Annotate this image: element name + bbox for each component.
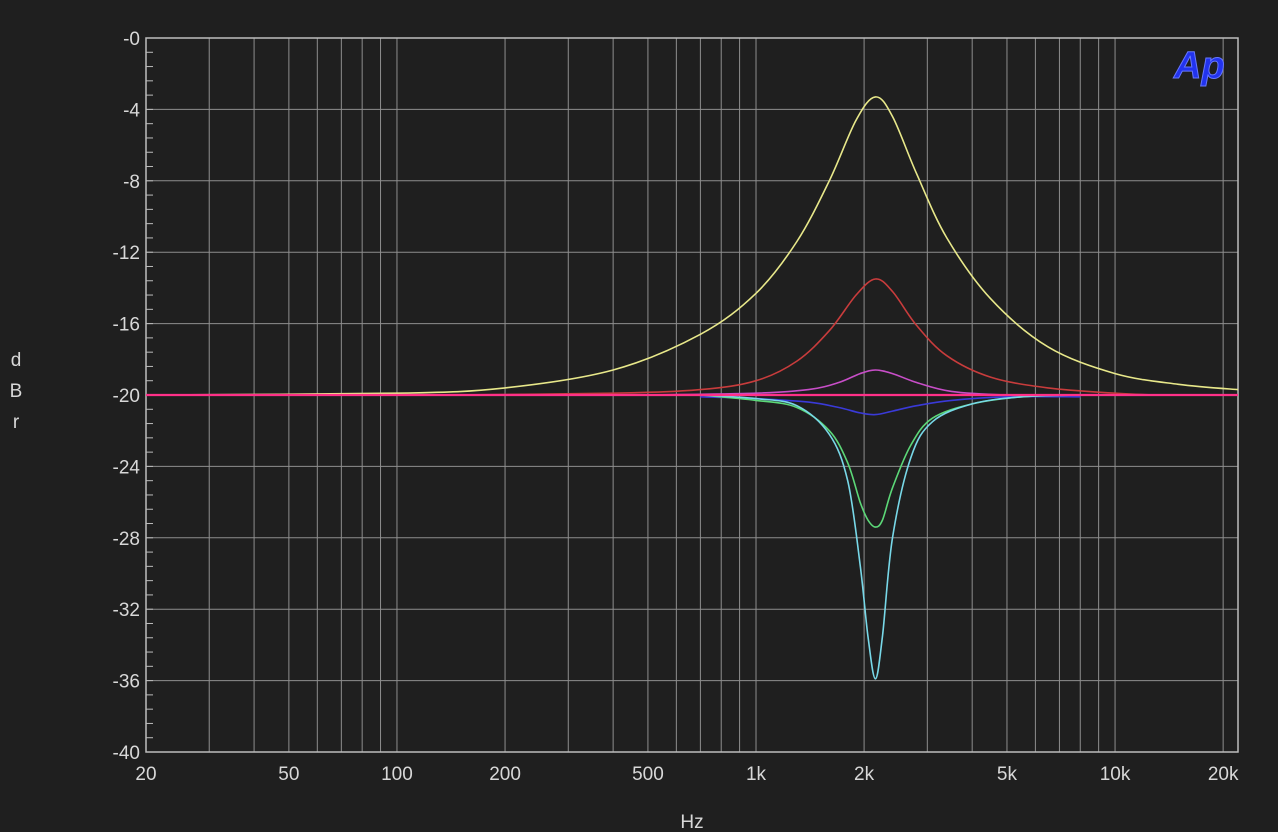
series-line-3 bbox=[647, 369, 1060, 397]
y-tick-label: -0 bbox=[123, 29, 140, 50]
y-tick-label: -40 bbox=[113, 743, 140, 764]
x-tick-label: 2k bbox=[854, 764, 875, 785]
x-tick-label: 1k bbox=[746, 764, 767, 785]
ap-logo: Ap bbox=[1173, 45, 1225, 87]
series-line-4 bbox=[700, 395, 1081, 416]
x-tick-label: 5k bbox=[997, 764, 1018, 785]
y-tick-labels: -0 -4 -8 -12 -16 -20 -24 -28 -32 -36 -40 bbox=[113, 29, 141, 764]
x-tick-labels: 20 50 100 200 500 1k 2k 5k 10k 20k bbox=[135, 764, 1239, 785]
x-tick-label: 20 bbox=[135, 764, 156, 785]
series-layer bbox=[145, 96, 1239, 680]
y-axis-label-char: d bbox=[11, 350, 22, 371]
series-line-6 bbox=[700, 394, 1081, 680]
series-line-1 bbox=[145, 96, 1239, 396]
x-tick-label: 20k bbox=[1208, 764, 1239, 785]
y-tick-label: -4 bbox=[123, 100, 140, 121]
x-axis-label: Hz bbox=[680, 812, 703, 832]
y-tick-label: -12 bbox=[113, 243, 140, 264]
svg-text:dBr: dBr bbox=[10, 350, 23, 433]
y-tick-label: -36 bbox=[113, 672, 140, 693]
y-minor-ticks bbox=[146, 37, 153, 753]
x-tick-label: 50 bbox=[278, 764, 299, 785]
y-axis-label-char: r bbox=[13, 412, 20, 433]
y-tick-label: -24 bbox=[113, 457, 141, 478]
y-tick-label: -28 bbox=[113, 529, 140, 550]
y-tick-label: -16 bbox=[113, 315, 140, 336]
y-axis-label-char: B bbox=[10, 381, 23, 402]
x-tick-label: 10k bbox=[1100, 764, 1131, 785]
x-tick-label: 500 bbox=[632, 764, 664, 785]
x-tick-label: 100 bbox=[381, 764, 413, 785]
y-tick-label: -32 bbox=[113, 600, 140, 621]
x-tick-label: 200 bbox=[489, 764, 521, 785]
y-tick-label: -20 bbox=[113, 386, 140, 407]
y-tick-label: -8 bbox=[123, 172, 140, 193]
series-line-2 bbox=[449, 278, 1157, 396]
